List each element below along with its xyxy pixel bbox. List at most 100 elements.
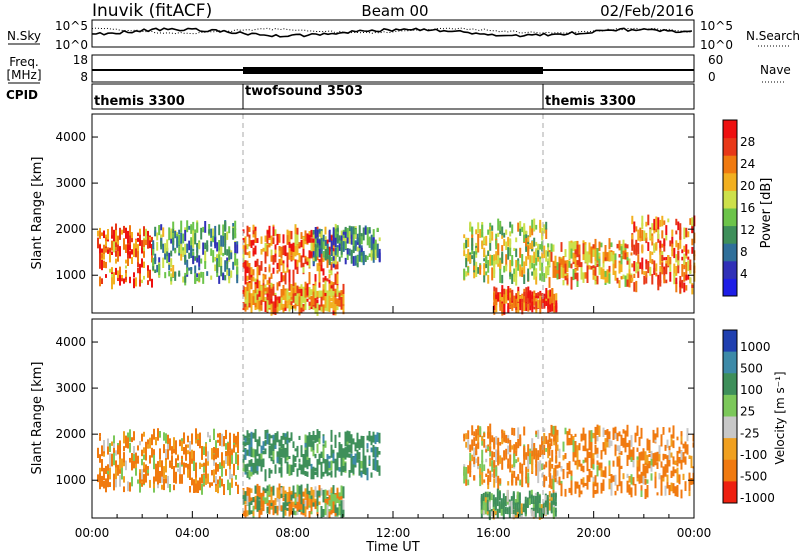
scatter-cell — [213, 447, 215, 454]
scatter-cell — [515, 259, 518, 268]
scatter-cell — [213, 428, 215, 440]
scatter-cell — [254, 460, 257, 472]
scatter-cell — [322, 493, 325, 503]
scatter-cell — [332, 449, 335, 454]
scatter-cell — [234, 253, 237, 265]
scatter-cell — [545, 288, 548, 297]
scatter-cell — [598, 262, 601, 275]
scatter-cell — [164, 243, 167, 254]
scatter-cell — [354, 255, 357, 266]
scatter-cell — [304, 289, 307, 298]
scatter-cell — [689, 218, 692, 225]
scatter-cell — [487, 251, 490, 256]
scatter-cell — [509, 303, 512, 309]
scatter-cell — [222, 235, 225, 247]
scatter-cell — [113, 240, 115, 253]
scatter-cell — [254, 449, 257, 457]
scatter-cell — [232, 223, 235, 228]
scatter-cell — [342, 499, 345, 510]
scatter-cell — [318, 454, 321, 461]
scatter-cell — [529, 305, 532, 311]
scatter-cell — [318, 233, 321, 237]
scatter-cell — [491, 255, 494, 266]
scatter-cell — [556, 269, 559, 274]
scatter-cell — [324, 440, 327, 448]
scatter-cell — [264, 448, 267, 455]
noise-panel: N.Sky 10^5 10^0 10^5 10^0 N.Search — [7, 19, 800, 52]
scatter-cell — [544, 500, 547, 509]
scatter-cell — [310, 242, 313, 254]
scatter-cell — [532, 510, 535, 518]
scatter-cell — [600, 468, 603, 477]
scatter-cell — [286, 229, 289, 237]
scatter-cell — [165, 449, 167, 459]
colorbar-swatch — [723, 459, 737, 482]
beam-title: Beam 00 — [361, 2, 428, 20]
scatter-cell — [489, 238, 492, 251]
scatter-cell — [308, 511, 311, 518]
scatter-cell — [640, 490, 643, 497]
scatter-cell — [205, 466, 207, 479]
scatter-cell — [620, 264, 623, 273]
scatter-cell — [215, 452, 217, 460]
scatter-cell — [622, 429, 625, 434]
scatter-cell — [318, 304, 321, 311]
scatter-cell — [689, 259, 692, 271]
scatter-cell — [246, 252, 249, 256]
scatter-cell — [141, 449, 143, 457]
scatter-cell — [201, 452, 203, 460]
scatter-cell — [637, 260, 640, 272]
scatter-cell — [250, 510, 253, 515]
scatter-cell — [477, 267, 480, 274]
scatter-cell — [270, 235, 273, 246]
scatter-cell — [201, 483, 203, 495]
scatter-cell — [143, 226, 145, 237]
scatter-cell — [300, 464, 303, 471]
scatter-cell — [157, 428, 159, 441]
scatter-cell — [332, 304, 335, 311]
scatter-cell — [216, 242, 219, 252]
scatter-cell — [654, 459, 657, 464]
scatter-cell — [677, 221, 680, 231]
scatter-cell — [168, 227, 171, 241]
scatter-cell — [282, 497, 285, 502]
scatter-cell — [328, 235, 331, 241]
scatter-cell — [656, 451, 659, 458]
scatter-cell — [308, 432, 311, 441]
scatter-cell — [530, 494, 533, 498]
scatter-cell — [288, 299, 291, 305]
scatter-cell — [507, 306, 510, 313]
scatter-cell — [282, 486, 285, 497]
scatter-cell — [294, 456, 297, 462]
scatter-cell — [137, 244, 139, 256]
scatter-cell — [525, 452, 528, 460]
scatter-cell — [115, 478, 117, 488]
scatter-cell — [268, 243, 271, 248]
scatter-cell — [511, 289, 514, 301]
scatter-cell — [630, 487, 633, 498]
scatter-cell — [584, 272, 587, 279]
scatter-cell — [290, 501, 293, 515]
scatter-cell — [661, 255, 664, 262]
scatter-cell — [485, 458, 488, 463]
scatter-cell — [332, 501, 335, 513]
scatter-cell — [477, 442, 480, 449]
scatter-cell — [479, 473, 482, 487]
scatter-cell — [686, 428, 689, 437]
scatter-cell — [167, 449, 169, 460]
scatter-cell — [318, 436, 321, 443]
scatter-cell — [376, 228, 379, 232]
scatter-cell — [515, 298, 518, 311]
scatter-cell — [286, 431, 289, 440]
scatter-cell — [310, 468, 313, 480]
scatter-cell — [129, 235, 131, 245]
scatter-cell — [127, 244, 129, 255]
scatter-cell — [228, 226, 231, 234]
scatter-cell — [107, 229, 109, 240]
scatter-cell — [215, 440, 217, 449]
scatter-cell — [501, 245, 504, 252]
scatter-cell — [497, 437, 500, 446]
scatter-cell — [111, 267, 113, 273]
scatter-cell — [618, 467, 621, 481]
scatter-cell — [646, 454, 649, 468]
